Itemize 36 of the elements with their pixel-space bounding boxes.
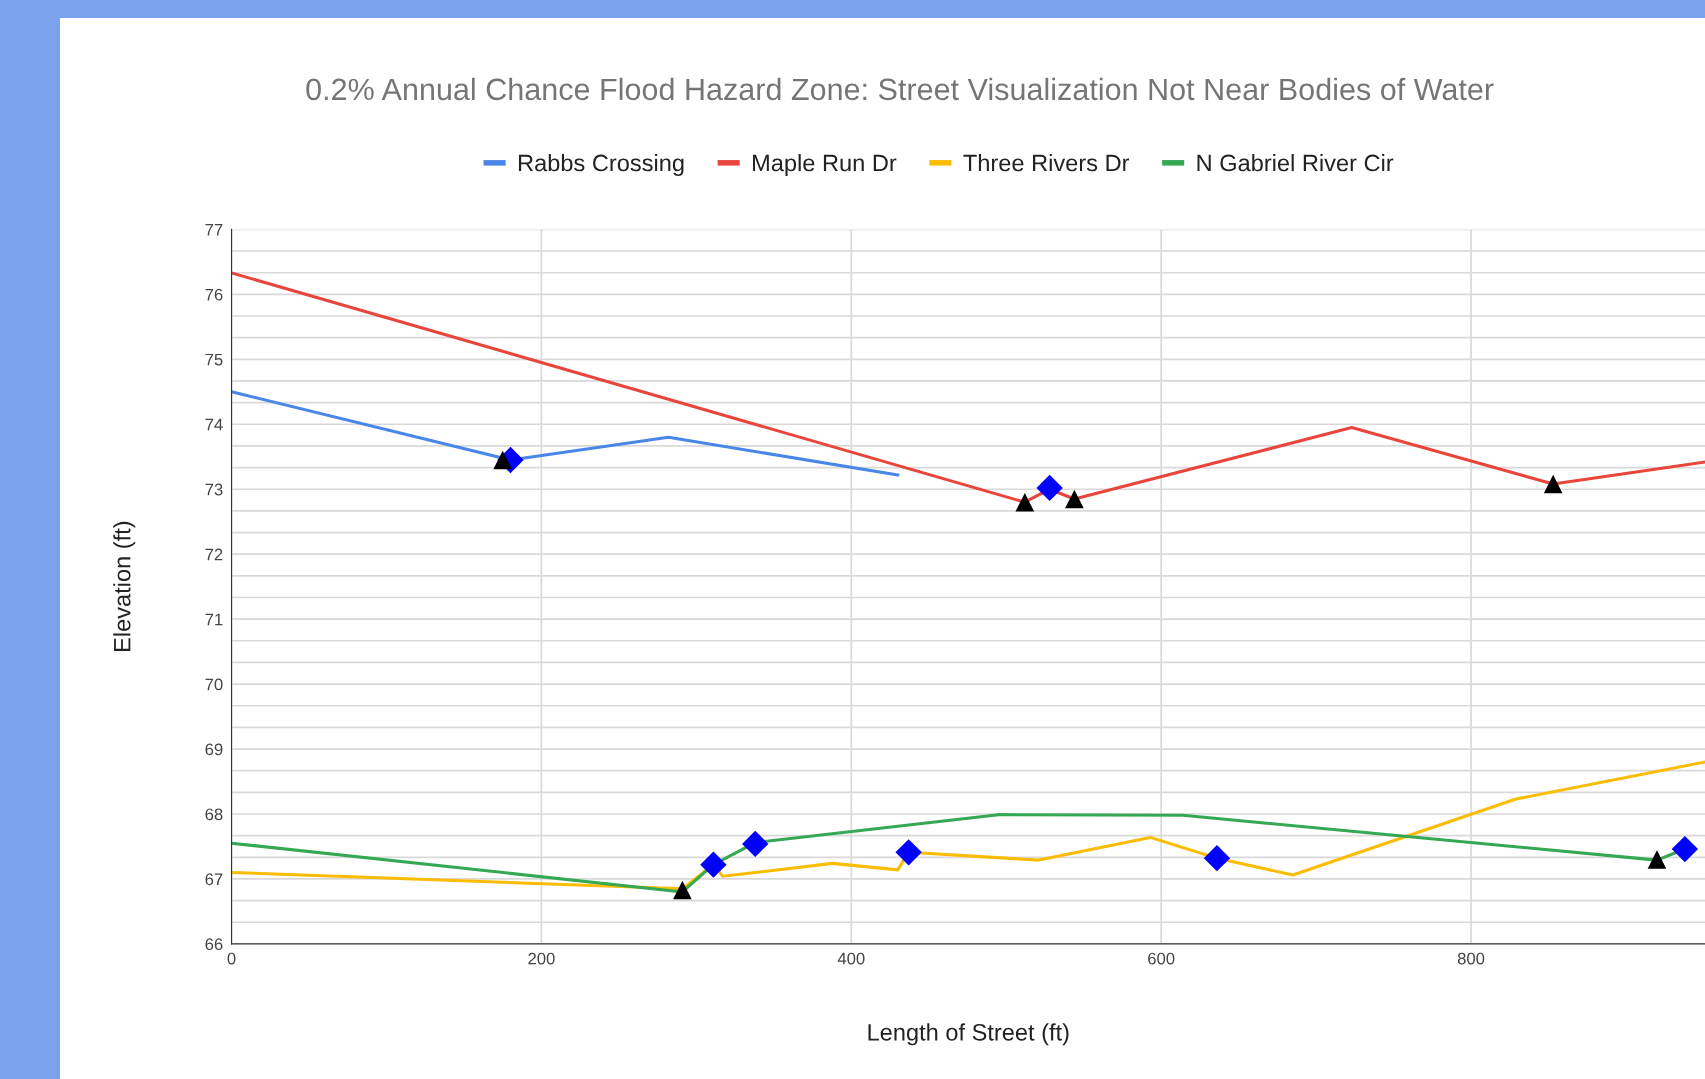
legend-label: Maple Run Dr (753, 154, 897, 176)
legend-label: Rabbs Crossing (518, 154, 684, 176)
point (742, 830, 769, 858)
point (1543, 474, 1563, 494)
x-tick-label: 800 (1457, 952, 1485, 965)
y-tick-label: 66 (205, 938, 223, 951)
x-tick-label: 600 (1148, 952, 1175, 965)
y-tick-label: 70 (205, 678, 223, 691)
chart-title: 0.2% Annual Chance Flood Hazard Zone: Street Visualization Not Near Bodies of Water (306, 77, 1494, 101)
y-tick-label: 68 (205, 808, 223, 821)
x-tick-label: 200 (528, 952, 555, 965)
y-axis-title: Elevation (ft) (113, 521, 136, 651)
x-tick-label: 0 (227, 952, 236, 965)
point (1647, 850, 1667, 869)
point (673, 880, 692, 900)
y-tick-label: 72 (205, 548, 223, 561)
y-tick-label: 67 (205, 873, 223, 886)
y-tick-label: 71 (205, 613, 223, 626)
y-tick-label: 69 (205, 743, 223, 756)
y-tick-label: 74 (205, 418, 223, 431)
y-tick-label: 77 (205, 223, 223, 236)
point (1065, 489, 1084, 509)
x-tick-label: 400 (837, 952, 865, 965)
point (1015, 492, 1035, 512)
point (1671, 835, 1699, 863)
y-tick-label: 75 (205, 353, 223, 366)
point (1036, 474, 1063, 502)
point (700, 851, 727, 878)
x-axis-title: Length of Street (ft) (868, 1023, 1069, 1046)
y-tick-label: 76 (205, 288, 223, 301)
y-tick-label: 73 (205, 483, 223, 496)
point (1203, 844, 1231, 872)
legend-label: N Gabriel River Cir (1197, 154, 1394, 172)
point (895, 839, 922, 866)
legend-label: Three Rivers Dr (963, 154, 1130, 172)
line-series (231, 390, 900, 477)
